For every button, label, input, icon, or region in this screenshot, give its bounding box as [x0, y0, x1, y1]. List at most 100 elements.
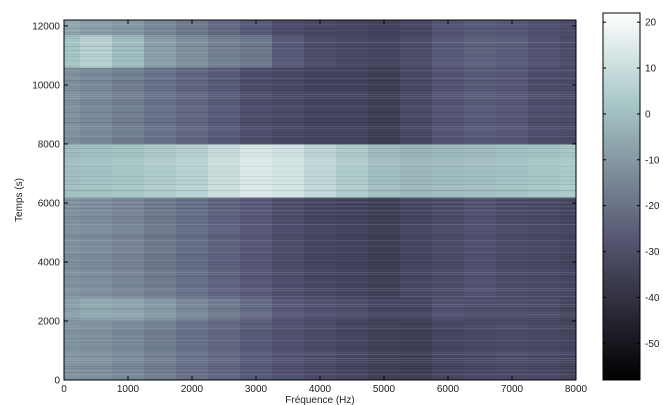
heatmap-streak: [64, 136, 576, 137]
heatmap-cell: [144, 320, 177, 381]
heatmap-cell: [80, 34, 113, 68]
heatmap-streak: [64, 140, 576, 141]
heatmap-streak: [64, 70, 576, 71]
heatmap-cell: [496, 197, 529, 298]
heatmap-streak: [64, 180, 576, 181]
heatmap-streak: [64, 50, 576, 51]
heatmap-streak: [64, 368, 576, 369]
heatmap-cell: [176, 197, 209, 298]
heatmap-cell: [400, 197, 433, 298]
heatmap-cell: [176, 143, 209, 198]
heatmap-streak: [64, 280, 576, 281]
heatmap-streak: [64, 302, 576, 303]
heatmap-streak: [64, 288, 576, 289]
heatmap-cell: [560, 320, 577, 381]
heatmap-streak: [64, 108, 576, 109]
heatmap-streak: [64, 166, 576, 167]
heatmap-cell: [304, 20, 337, 36]
heatmap-cell: [464, 20, 497, 36]
heatmap-streak: [64, 224, 576, 225]
colorbar-tick-label: -50: [645, 339, 660, 350]
heatmap-streak: [64, 204, 576, 205]
heatmap-streak: [64, 260, 576, 261]
heatmap-cell: [208, 67, 241, 145]
heatmap-cell: [432, 34, 465, 68]
heatmap-cell: [304, 320, 337, 381]
heatmap-streak: [64, 38, 576, 39]
heatmap-cell: [432, 297, 465, 322]
heatmap-cell: [176, 34, 209, 68]
colorbar-tick-label: -10: [645, 155, 660, 166]
heatmap-cell: [336, 297, 369, 322]
heatmap-streak: [64, 336, 576, 337]
heatmap-cell: [496, 297, 529, 322]
heatmap-streak: [64, 76, 576, 77]
heatmap-cell: [240, 67, 273, 145]
heatmap-cell: [208, 143, 241, 198]
heatmap-streak: [64, 226, 576, 227]
heatmap-streak: [64, 150, 576, 151]
heatmap-streak: [64, 128, 576, 129]
heatmap-streak: [64, 338, 576, 339]
heatmap-cell: [400, 34, 433, 68]
heatmap-streak: [64, 192, 576, 193]
heatmap-cell: [80, 67, 113, 145]
heatmap-streak: [64, 60, 576, 61]
heatmap-cell: [496, 34, 529, 68]
y-tick-label: 4000: [38, 257, 61, 268]
colorbar-tick-label: 0: [645, 109, 651, 120]
x-axis-title: Fréquence (Hz): [285, 395, 354, 405]
heatmap-streak: [64, 282, 576, 283]
heatmap-cell: [528, 67, 561, 145]
heatmap-cell: [560, 297, 577, 322]
heatmap-cell: [304, 297, 337, 322]
heatmap-streak: [64, 300, 576, 301]
heatmap-streak: [64, 48, 576, 49]
heatmap-cell: [560, 197, 577, 298]
heatmap-cell: [368, 34, 401, 68]
x-tick-label: 4000: [309, 384, 332, 395]
heatmap-streak: [64, 362, 576, 363]
colorbar-tick-label: 10: [645, 64, 657, 75]
heatmap-cell: [304, 67, 337, 145]
y-axis-title: Temps (s): [14, 178, 25, 222]
heatmap-streak: [64, 172, 576, 173]
heatmap-streak: [64, 134, 576, 135]
heatmap-streak: [64, 114, 576, 115]
y-tick-label: 10000: [32, 80, 60, 91]
heatmap-streak: [64, 98, 576, 99]
heatmap-cell: [240, 320, 273, 381]
heatmap-streak: [64, 266, 576, 267]
heatmap-streak: [64, 24, 576, 25]
heatmap-cell: [304, 143, 337, 198]
heatmap-cell: [336, 197, 369, 298]
heatmap-streak: [64, 342, 576, 343]
heatmap-streak: [64, 174, 576, 175]
heatmap-cell: [560, 20, 577, 36]
heatmap-cell: [64, 197, 81, 298]
heatmap-streak: [64, 274, 576, 275]
heatmap-streak: [64, 320, 576, 321]
heatmap-streak: [64, 346, 576, 347]
heatmap-streak: [64, 28, 576, 29]
heatmap-cell: [144, 197, 177, 298]
heatmap-cell: [272, 297, 305, 322]
heatmap-streak: [64, 334, 576, 335]
heatmap-cell: [208, 34, 241, 68]
heatmap-cell: [464, 67, 497, 145]
heatmap-cell: [176, 320, 209, 381]
heatmap-streak: [64, 360, 576, 361]
heatmap-cell: [144, 297, 177, 322]
heatmap-streak: [64, 92, 576, 93]
heatmap-streak: [64, 314, 576, 315]
heatmap-cell: [240, 297, 273, 322]
heatmap-streak: [64, 54, 576, 55]
heatmap-cell: [240, 34, 273, 68]
heatmap-streak: [64, 132, 576, 133]
heatmap-cell: [400, 143, 433, 198]
heatmap-cell: [304, 197, 337, 298]
heatmap-streak: [64, 190, 576, 191]
heatmap-cell: [496, 67, 529, 145]
heatmap-cell: [144, 34, 177, 68]
heatmap-cell: [112, 34, 145, 68]
